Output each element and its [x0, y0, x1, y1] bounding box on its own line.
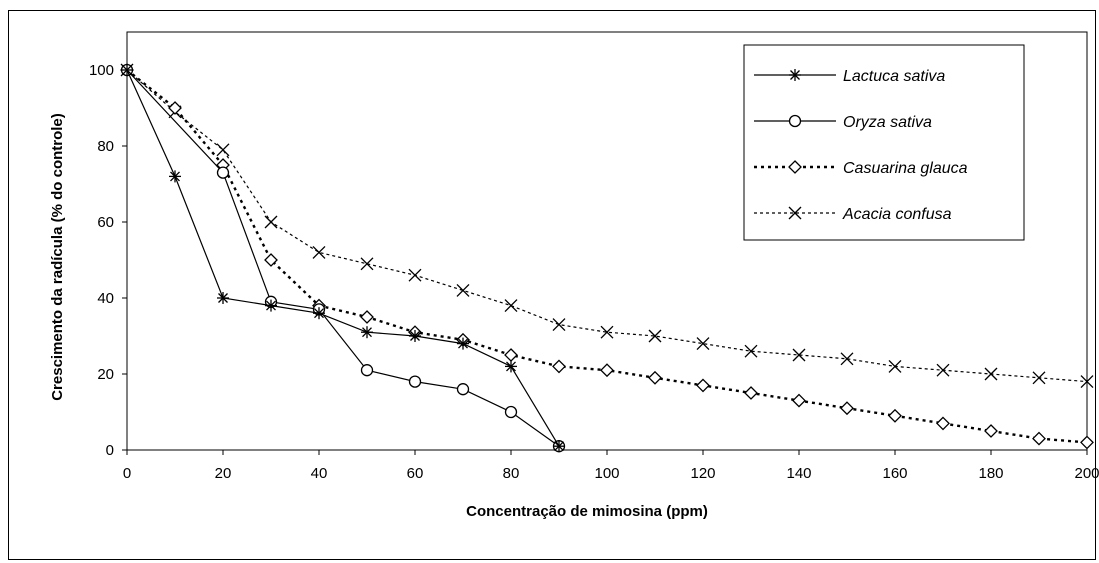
data-point-lactuca-sativa — [409, 330, 421, 342]
y-tick-label: 20 — [97, 366, 114, 383]
data-point-acacia-confusa — [552, 318, 566, 332]
data-point-casuarina-glauca — [744, 386, 758, 400]
data-point-lactuca-sativa — [169, 170, 181, 183]
data-point-acacia-confusa — [936, 363, 950, 377]
data-point-casuarina-glauca — [360, 310, 374, 324]
data-point-lactuca-sativa — [361, 326, 373, 339]
data-point-acacia-confusa — [408, 268, 422, 282]
chart-frame — [8, 10, 1096, 560]
data-point-acacia-confusa — [696, 337, 710, 351]
data-point-acacia-confusa — [312, 245, 326, 259]
data-point-oryza-sativa — [504, 405, 518, 419]
data-point-lactuca-sativa — [121, 64, 133, 76]
legend-label-acacia-confusa: Acacia confusa — [842, 206, 952, 223]
x-tick-label: 180 — [978, 465, 1003, 482]
x-tick-label: 60 — [407, 465, 424, 482]
data-point-acacia-confusa — [744, 344, 758, 358]
data-point-oryza-sativa — [456, 383, 470, 396]
data-point-casuarina-glauca — [1080, 435, 1094, 450]
data-point-acacia-confusa — [840, 352, 854, 366]
data-point-oryza-sativa — [408, 375, 422, 388]
data-point-acacia-confusa — [504, 299, 518, 313]
x-tick-label: 20 — [215, 465, 232, 482]
data-point-casuarina-glauca — [504, 348, 518, 362]
legend-label-oryza-sativa: Oryza sativa — [843, 114, 932, 131]
legend: Lactuca sativa Oryza sativa Casuarina glau… — [743, 44, 1025, 241]
data-point-casuarina-glauca — [264, 253, 278, 267]
data-point-casuarina-glauca — [552, 359, 566, 374]
data-point-acacia-confusa — [984, 367, 998, 381]
data-point-casuarina-glauca — [984, 424, 998, 438]
series-lactuca-sativa — [121, 64, 565, 453]
legend-label-lactuca-sativa: Lactuca sativa — [843, 68, 945, 85]
legend-marker-oryza-sativa — [788, 114, 802, 128]
x-tick-label: 80 — [503, 465, 520, 482]
data-point-acacia-confusa — [1032, 371, 1046, 385]
data-point-casuarina-glauca — [600, 363, 614, 378]
data-point-casuarina-glauca — [792, 393, 806, 408]
data-point-oryza-sativa — [216, 166, 230, 179]
x-tick-label: 200 — [1074, 465, 1099, 482]
series-line-acacia-confusa — [126, 69, 1088, 383]
data-point-acacia-confusa — [648, 329, 662, 343]
x-tick-label: 160 — [882, 465, 907, 482]
y-tick-label: 40 — [97, 290, 114, 307]
data-point-lactuca-sativa — [553, 440, 565, 453]
data-point-casuarina-glauca — [936, 416, 950, 431]
data-point-acacia-confusa — [888, 359, 902, 373]
y-tick-label: 80 — [97, 138, 114, 155]
legend-box — [743, 44, 1025, 241]
x-tick-label: 0 — [123, 465, 131, 482]
legend-entry-lactuca-sativa: Lactuca sativa — [754, 68, 945, 85]
legend-entry-acacia-confusa: Acacia confusa — [754, 206, 952, 223]
data-point-casuarina-glauca — [840, 401, 854, 416]
x-axis-title: Concentração de mimosina (ppm) — [466, 503, 708, 520]
y-tick-label: 0 — [106, 442, 114, 459]
data-point-casuarina-glauca — [696, 378, 710, 393]
axes — [122, 31, 1088, 455]
data-point-lactuca-sativa — [265, 299, 277, 312]
data-point-oryza-sativa — [360, 364, 374, 377]
legend-marker-casuarina-glauca — [788, 160, 802, 174]
data-point-casuarina-glauca — [648, 370, 662, 385]
data-point-lactuca-sativa — [217, 292, 229, 304]
data-point-casuarina-glauca — [168, 101, 182, 115]
legend-marker-lactuca-sativa — [789, 69, 801, 81]
legend-entry-casuarina-glauca: Casuarina glauca — [754, 160, 968, 177]
y-axis-title: Crescimento da radícula (% do controle) — [49, 113, 66, 401]
y-tick-label: 100 — [89, 62, 114, 79]
x-tick-label: 140 — [786, 465, 811, 482]
data-point-acacia-confusa — [792, 348, 806, 362]
data-point-acacia-confusa — [456, 283, 470, 297]
data-point-casuarina-glauca — [1032, 431, 1046, 446]
x-tick-label: 120 — [690, 465, 715, 482]
series-line-lactuca-sativa — [126, 69, 560, 447]
series-layer — [120, 63, 1094, 453]
data-point-lactuca-sativa — [313, 307, 325, 320]
legend-entry-oryza-sativa: Oryza sativa — [754, 114, 932, 131]
data-point-acacia-confusa — [1080, 375, 1094, 389]
data-point-lactuca-sativa — [457, 337, 469, 350]
data-point-acacia-confusa — [216, 143, 230, 157]
data-point-casuarina-glauca — [888, 408, 902, 423]
data-point-acacia-confusa — [600, 325, 614, 339]
y-tick-label: 60 — [97, 214, 114, 231]
x-tick-label: 40 — [311, 465, 328, 482]
x-tick-label: 100 — [594, 465, 619, 482]
data-point-lactuca-sativa — [505, 360, 517, 373]
legend-marker-acacia-confusa — [788, 206, 802, 220]
legend-label-casuarina-glauca: Casuarina glauca — [843, 160, 968, 177]
tick-labels: 0 20 40 60 80 100 120 140 160 180 200 0 20 40 60 80 100 — [89, 62, 1099, 482]
data-point-acacia-confusa — [264, 215, 278, 229]
data-point-acacia-confusa — [360, 257, 374, 271]
